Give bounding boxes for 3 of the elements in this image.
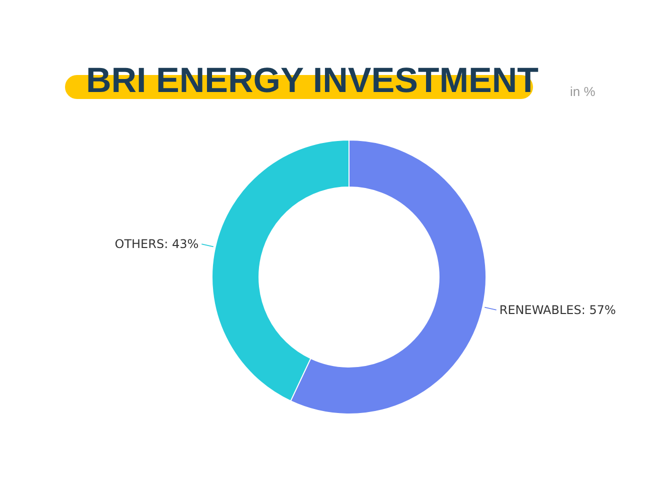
slice-label: OTHERS: 43% bbox=[114, 237, 199, 252]
chart-subtitle: in % bbox=[570, 84, 596, 99]
slice-label: RENEWABLES: 57% bbox=[499, 302, 616, 317]
